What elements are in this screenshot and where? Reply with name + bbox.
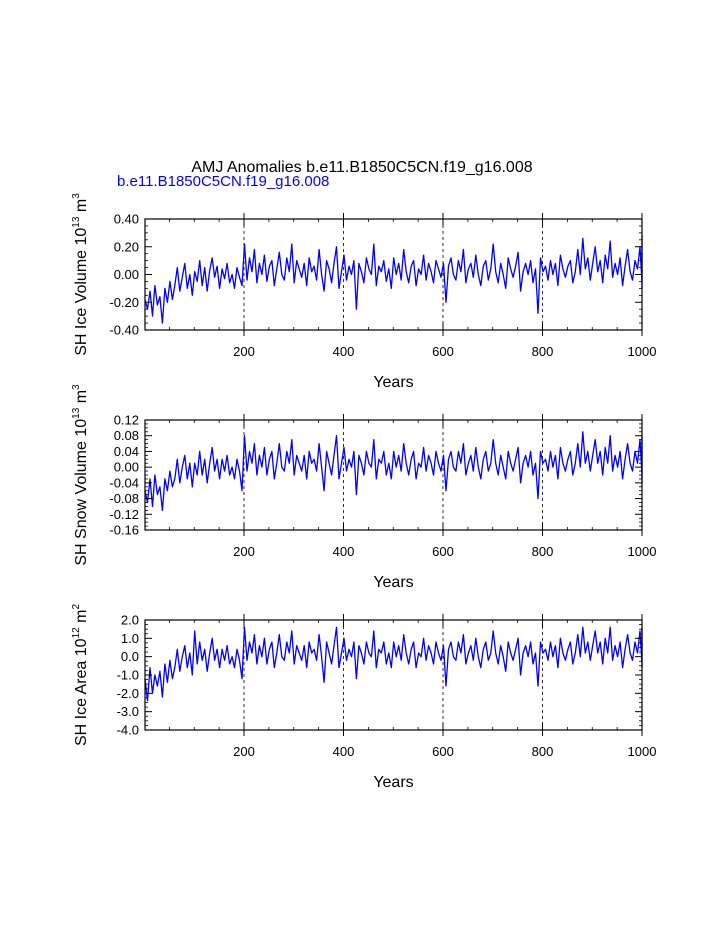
y-axis-label-superscript: 13 xyxy=(71,407,82,419)
y-tick-label: -0.16 xyxy=(109,523,139,538)
y-tick-label: -0.08 xyxy=(109,491,139,506)
y-tick-label: -3.0 xyxy=(117,704,139,719)
x-tick-label: 600 xyxy=(432,744,454,759)
y-tick-label: 0.20 xyxy=(114,239,139,254)
figure-title: AMJ Anomalies b.e11.B1850C5CN.f19_g16.00… xyxy=(191,159,532,176)
x-tick-label: 200 xyxy=(233,744,255,759)
y-tick-label: -0.40 xyxy=(109,323,139,338)
x-axis-label: Years xyxy=(373,774,413,791)
x-axis-label: Years xyxy=(373,374,413,391)
y-tick-label: -2.0 xyxy=(117,686,139,701)
x-tick-label: 600 xyxy=(432,344,454,359)
panel-2: 200 400 600 800 1000 -0.16-0.12-0.08-0.040.00… xyxy=(71,384,656,591)
y-tick-label: -1.0 xyxy=(117,668,139,683)
y-axis-label: SH Ice Volume 1013 m3 xyxy=(71,193,90,356)
panel-3: 200 400 600 800 1000 -4.0 -3.0 -2.0 -1.0 0.0 1.0 2.… xyxy=(71,604,656,791)
series-line-1 xyxy=(144,626,643,702)
y-axis-label-superscript: 3 xyxy=(71,384,82,390)
x-tick-label: 200 xyxy=(233,344,255,359)
series-line-1 xyxy=(144,431,643,512)
plot-frame xyxy=(144,218,643,331)
x-tick-label: 800 xyxy=(532,344,554,359)
y-tick-label: 0.04 xyxy=(114,444,139,459)
y-axis-label-part: SH Ice Area 10 xyxy=(73,638,90,746)
y-axis-label-superscript: 2 xyxy=(71,604,82,610)
y-tick-label: 2.0 xyxy=(121,613,139,628)
y-tick-label: -4.0 xyxy=(117,723,139,738)
y-axis-label-part: SH Ice Volume 10 xyxy=(73,228,90,356)
y-axis-label-part: SH Snow Volume 10 xyxy=(73,419,90,566)
x-tick-label: 400 xyxy=(333,544,355,559)
x-axis-label: Years xyxy=(373,574,413,591)
x-tick-label: 600 xyxy=(432,544,454,559)
y-tick-label: 0.12 xyxy=(114,413,139,428)
x-tick-label: 1000 xyxy=(628,344,657,359)
y-tick-label: 0.0 xyxy=(121,649,139,664)
y-tick-label: -0.04 xyxy=(109,475,139,490)
y-axis-label-part: m xyxy=(73,610,90,628)
y-axis-label-superscript: 3 xyxy=(71,193,82,199)
series-line-1 xyxy=(144,235,643,324)
x-tick-label: 1000 xyxy=(628,544,657,559)
y-axis-label: SH Snow Volume 1013 m3 xyxy=(71,384,90,566)
y-tick-label: 0.00 xyxy=(114,460,139,475)
plot-frame xyxy=(144,619,643,731)
y-axis-label-part: m xyxy=(73,199,90,217)
y-axis-label-part: m xyxy=(73,390,90,408)
x-tick-label: 800 xyxy=(532,744,554,759)
y-tick-label: 0.00 xyxy=(114,267,139,282)
y-axis-label-superscript: 13 xyxy=(71,216,82,228)
y-tick-label: 0.40 xyxy=(114,212,139,227)
x-tick-label: 1000 xyxy=(628,744,657,759)
y-tick-label: 1.0 xyxy=(121,631,139,646)
y-tick-label: -0.20 xyxy=(109,295,139,310)
x-tick-label: 400 xyxy=(333,344,355,359)
x-tick-label: 200 xyxy=(233,544,255,559)
y-axis-label-superscript: 12 xyxy=(71,627,82,639)
y-tick-label: 0.08 xyxy=(114,428,139,443)
x-tick-label: 800 xyxy=(532,544,554,559)
panel-1: 200 400 600 800 1000 -0.40 -0.20 0.00 0.20 0.40 Ye… xyxy=(71,193,656,391)
x-tick-label: 400 xyxy=(333,744,355,759)
y-tick-label: -0.12 xyxy=(109,507,139,522)
legend-label: b.e11.B1850C5CN.f19_g16.008 xyxy=(117,173,329,190)
y-axis-label: SH Ice Area 1012 m2 xyxy=(71,604,90,747)
